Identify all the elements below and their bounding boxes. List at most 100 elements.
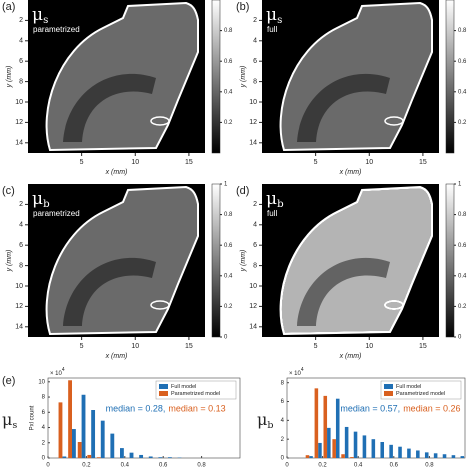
symbol: μ [266,5,277,25]
colorbar-tick-label: 0 [224,335,228,341]
y-tick-label: 14 [15,140,23,147]
subscript: b [43,199,50,210]
histogram-bar [460,456,465,458]
colorbar-tick-label: 0.2 [458,120,467,126]
y-axis-label: y (mm) [240,66,247,89]
colorbar-tick-label: 0 [458,335,462,341]
histogram-bar [350,457,354,458]
legend-swatch [384,391,393,396]
y-tick-label: 12 [15,303,23,310]
histogram-bar [72,429,76,458]
y-axis-label: y (mm) [6,250,13,273]
legend-swatch [384,384,393,389]
y-tick-label: 10 [249,99,257,106]
y-tick-label: 10 [15,99,23,106]
x-axis-label: x (mm) [339,169,362,176]
legend-label: Parametrized model [396,391,445,397]
subscript: s [277,15,282,26]
histogram-bar [62,456,67,458]
y-tick-label: 8 [253,78,257,85]
x-tick-label: 15 [185,343,193,350]
x-tick-label: 15 [419,159,427,166]
histogram-bar [168,457,172,458]
x-tick-label: 5 [80,343,84,350]
y-tick-label: 10 [38,379,45,385]
y-tick-label: 6 [253,242,257,249]
colorbar-tick-label: 0.6 [224,243,233,249]
y-tick-label: 4 [42,425,46,431]
histogram-bar [318,442,322,458]
colorbar-tick-label: 0.6 [458,243,467,249]
x-tick-label: 10 [131,159,139,166]
colorbar-tick-label: 0.2 [224,120,233,126]
x-tick-label: 0.6 [159,463,168,469]
colorbar-tick-label: 0.8 [224,28,233,34]
x-tick-label: 0 [285,463,289,469]
y-tick-label: 10 [249,283,257,290]
histogram-bar [158,457,163,458]
histogram-bar [451,455,456,458]
x-tick-label: 10 [131,343,139,350]
histogram-bar [148,456,153,458]
histogram-bar [341,454,345,458]
panel-label: (d) [236,185,249,197]
histogram-bar [442,454,447,458]
quantity-symbol: μb [32,189,50,211]
histogram-bar [335,398,340,458]
subscript: b [277,199,284,210]
colorbar-tick-label: 0.4 [458,273,467,279]
histogram-bar [68,380,72,458]
median-annotation: median = 0.26 [403,403,460,413]
quantity-symbol: μb [257,410,274,431]
y-tick-label: 4 [281,418,285,424]
multiplier-base: × 10 [50,371,63,377]
histogram-bar [129,452,134,458]
median-annotation: median = 0.13 [168,403,225,413]
histogram-bar [100,420,105,458]
x-tick-label: 10 [365,159,373,166]
panel-label: (e) [2,375,15,387]
image-caption: full [267,25,277,34]
colorbar-tick-label: 0.4 [224,273,233,279]
histogram-bar [362,435,367,458]
legend-label: Full model [171,384,196,390]
colorbar-tick-label: 0.4 [224,89,233,95]
image-caption: full [267,209,277,218]
histogram-bar [58,402,63,458]
colorbar [211,183,221,338]
x-tick-label: 15 [419,343,427,350]
histogram-bar [353,431,358,458]
y-tick-label: 4 [253,38,257,45]
legend-box [380,380,462,400]
histogram-bar [96,457,101,458]
colorbar-tick-label: 0.8 [458,212,467,218]
y-tick-label: 8 [253,262,257,269]
y-tick-label: 2 [281,437,285,443]
x-tick-label: 5 [314,343,318,350]
y-axis-label: y (mm) [240,250,247,273]
y-tick-label: 12 [249,303,257,310]
histogram-bar [433,453,438,458]
y-tick-label: 2 [253,17,257,24]
y-tick-label: 6 [281,399,285,405]
axis-multiplier: × 104 [50,367,65,376]
legend-swatch [159,384,168,389]
colorbar-tick-label: 0.4 [458,89,467,95]
colorbar-tick-label: 1 [224,182,228,188]
x-axis-label: x (mm) [105,353,128,360]
y-axis-label: Pxl count [30,405,36,430]
histogram-bar [332,439,336,458]
image-caption: parametrized [33,25,80,34]
x-axis-label: x (mm) [339,353,362,360]
y-tick-label: 2 [253,201,257,208]
x-tick-label: 0.2 [82,463,91,469]
symbol: μ [257,410,267,429]
x-tick-label: 0.8 [197,463,206,469]
quantity-symbol: μs [32,5,48,27]
histogram-bar [81,394,86,458]
symbol: μ [266,189,277,209]
quantity-symbol: μs [2,410,17,431]
x-tick-label: 10 [365,343,373,350]
